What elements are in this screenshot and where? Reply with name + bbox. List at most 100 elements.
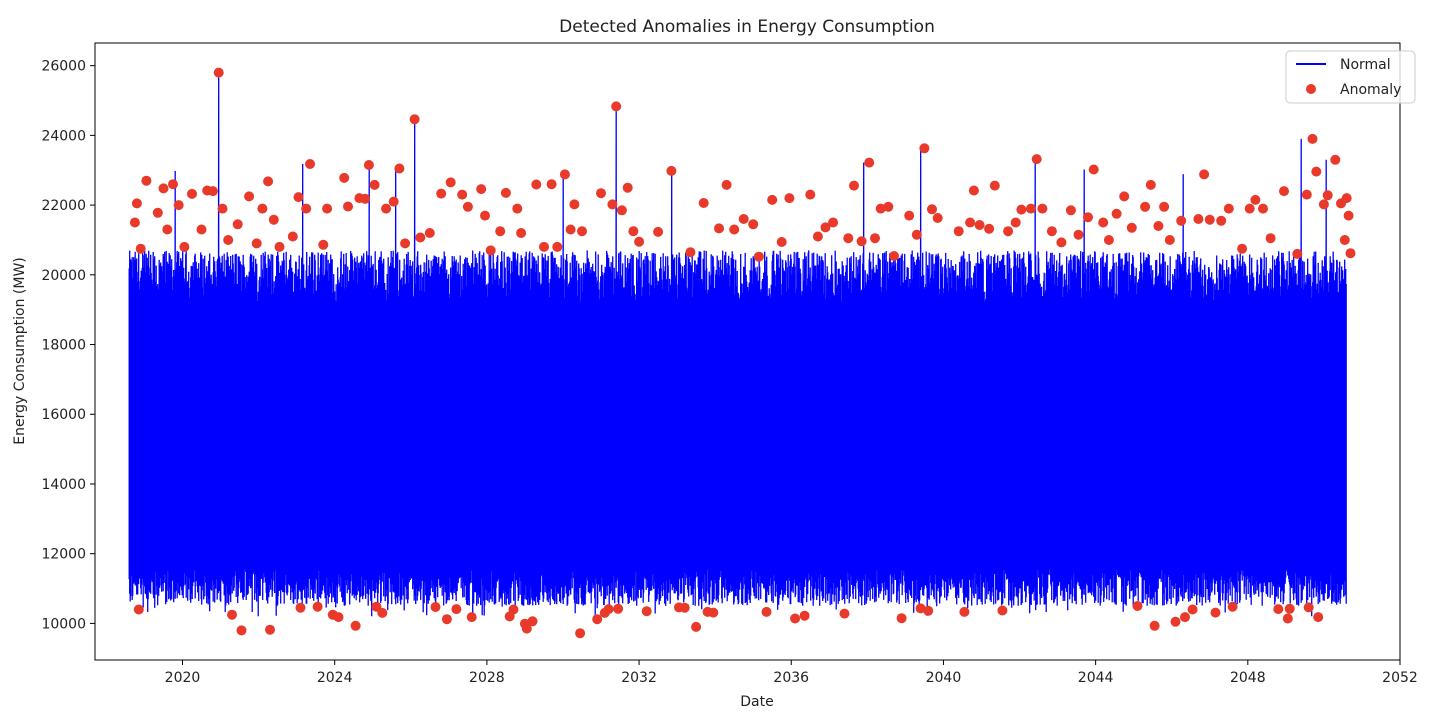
anomaly-point: [1216, 215, 1227, 226]
anomaly-point: [531, 179, 542, 190]
anomaly-point: [729, 224, 740, 235]
anomaly-point: [457, 189, 468, 200]
anomaly-point: [870, 233, 880, 244]
anomaly-point: [350, 620, 361, 631]
anomaly-point: [959, 606, 970, 617]
anomaly-point: [974, 220, 985, 230]
anomaly-point: [1003, 226, 1014, 237]
anomaly-point: [227, 609, 237, 620]
anomaly-point: [217, 203, 228, 214]
anomaly-point: [1140, 201, 1151, 212]
y-tick-label: 24000: [41, 128, 86, 144]
anomaly-point: [213, 67, 224, 78]
x-axis-label: Date: [740, 694, 773, 710]
anomaly-point: [322, 203, 333, 214]
anomaly-point: [318, 239, 329, 250]
anomaly-point: [820, 222, 831, 233]
anomaly-point: [577, 226, 587, 237]
legend: Normal Anomaly: [1285, 50, 1416, 104]
anomaly-point: [1016, 204, 1027, 215]
anomaly-point: [1258, 203, 1268, 214]
anomaly-point: [1322, 190, 1333, 201]
anomaly-point: [485, 245, 496, 256]
anomaly-point: [784, 193, 795, 204]
anomaly-point: [1237, 243, 1248, 254]
anomaly-point: [158, 183, 169, 194]
anomaly-point: [430, 602, 441, 612]
anomaly-point: [179, 241, 190, 252]
anomaly-point: [679, 602, 690, 613]
anomaly-point: [135, 243, 146, 254]
anomaly-point: [1343, 210, 1354, 221]
anomaly-point: [596, 188, 606, 199]
anomaly-point: [500, 187, 511, 198]
anomaly-point: [904, 210, 915, 221]
anomaly-point: [1345, 248, 1356, 259]
anomaly-point: [843, 233, 854, 244]
anomaly-point: [1187, 604, 1198, 615]
legend-anomaly-label: Anomaly: [1340, 82, 1401, 98]
anomaly-point: [480, 210, 490, 221]
anomaly-point: [1149, 620, 1160, 631]
anomaly-point: [295, 602, 306, 613]
anomaly-point: [236, 625, 247, 636]
y-tick-label: 18000: [41, 338, 86, 354]
anomaly-point: [753, 251, 764, 262]
y-axis-label: Energy Consumption (MW): [12, 257, 28, 444]
anomaly-point: [1031, 154, 1042, 165]
anomaly-point: [133, 604, 144, 615]
anomaly-point: [196, 224, 207, 235]
anomaly-point: [1318, 199, 1329, 210]
y-tick-label: 16000: [41, 407, 86, 423]
anomaly-point: [812, 231, 823, 242]
anomaly-point: [512, 203, 523, 214]
x-tick-label: 2040: [926, 670, 962, 686]
anomaly-point: [932, 213, 943, 223]
anomaly-point: [997, 605, 1008, 616]
anomaly-point: [152, 207, 163, 218]
anomaly-point: [516, 228, 527, 238]
anomaly-point: [685, 247, 696, 258]
anomaly-point: [388, 196, 399, 207]
anomaly-point: [698, 198, 709, 208]
anomaly-point: [1282, 613, 1293, 624]
anomaly-point: [466, 612, 477, 623]
anomaly-point: [451, 604, 462, 615]
anomaly-point: [1176, 215, 1187, 226]
anomaly-point: [641, 606, 652, 617]
y-axis-ticks: 10000 12000 14000 16000 18000 20000 22000 24000…: [41, 59, 95, 632]
anomaly-point: [559, 169, 570, 180]
x-tick-label: 2028: [469, 670, 505, 686]
anomaly-point: [436, 188, 447, 199]
anomaly-point: [1273, 604, 1284, 615]
series-layer: [128, 72, 1347, 617]
anomaly-point: [445, 177, 456, 188]
anomaly-point: [251, 238, 262, 249]
x-tick-label: 2024: [317, 670, 353, 686]
anomaly-point: [287, 231, 298, 242]
series-line-normal: [128, 72, 1347, 617]
anomaly-point: [415, 232, 426, 243]
x-tick-label: 2020: [165, 670, 201, 686]
anomaly-point: [1311, 166, 1322, 177]
anomaly-point: [1098, 217, 1109, 228]
anomaly-point: [508, 604, 519, 615]
anomaly-point: [919, 143, 930, 154]
anomaly-point: [162, 224, 173, 235]
anomaly-point: [1303, 602, 1314, 613]
anomaly-point: [989, 180, 1000, 191]
anomaly-point: [539, 241, 549, 252]
anomaly-point: [1126, 222, 1137, 233]
x-tick-label: 2036: [773, 670, 809, 686]
y-tick-label: 22000: [41, 198, 86, 214]
anomaly-point: [141, 175, 152, 186]
anomaly-point: [400, 238, 411, 249]
anomaly-point: [1103, 235, 1114, 245]
anomaly-point: [521, 623, 532, 634]
anomaly-point: [546, 179, 557, 190]
x-tick-label: 2048: [1230, 670, 1266, 686]
anomaly-point: [767, 194, 778, 205]
anomaly-point: [1244, 203, 1255, 214]
anomaly-point: [1132, 601, 1143, 611]
